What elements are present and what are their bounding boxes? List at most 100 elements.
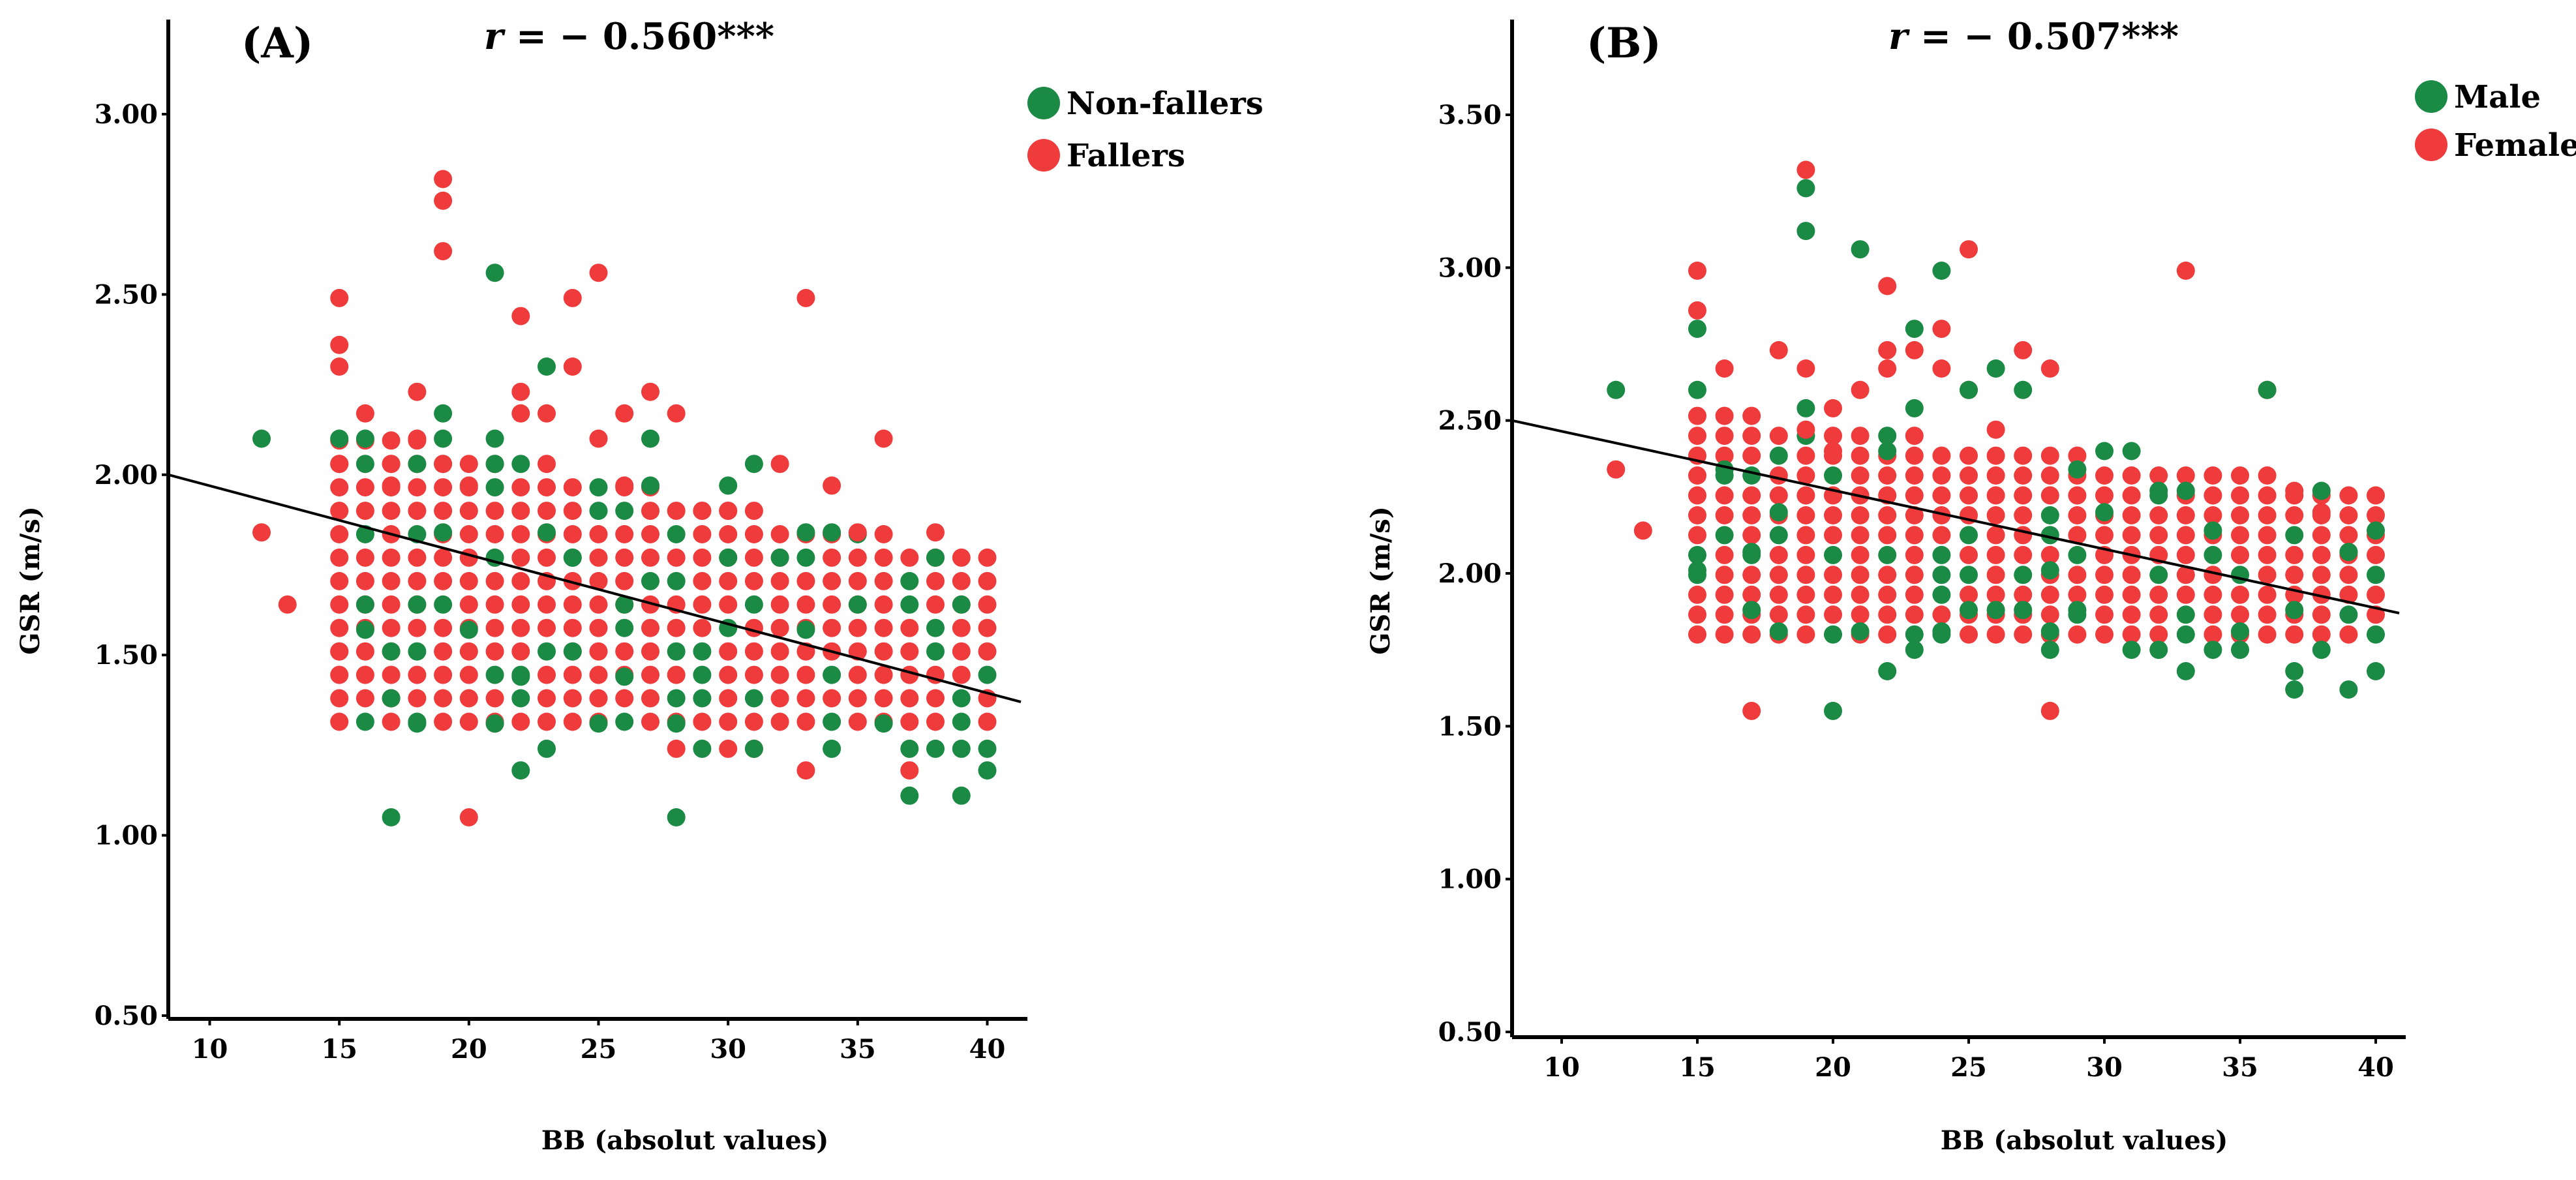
scatter-point-non-fallers xyxy=(978,739,997,758)
correlation-r-b: r xyxy=(1888,15,1910,58)
panel-label-a: (A) xyxy=(241,19,313,68)
scatter-point xyxy=(1688,625,1706,644)
scatter-point xyxy=(1878,506,1897,524)
scatter-point xyxy=(459,689,478,708)
scatter-point xyxy=(2231,526,2249,545)
scatter-point xyxy=(1796,625,1815,644)
scatter-point xyxy=(1715,506,1734,524)
scatter-point xyxy=(770,595,789,614)
scatter-point-non-fallers xyxy=(485,264,504,282)
scatter-point xyxy=(900,571,919,590)
scatter-point xyxy=(744,665,763,684)
scatter-point xyxy=(356,665,374,684)
scatter-point xyxy=(434,548,453,567)
scatter-point xyxy=(330,712,349,731)
scatter-point xyxy=(330,689,349,708)
scatter-point xyxy=(563,712,582,731)
scatter-point xyxy=(485,665,504,684)
scatter-point xyxy=(434,478,453,497)
scatter-point xyxy=(848,548,867,567)
scatter-point xyxy=(848,712,867,731)
scatter-point xyxy=(874,571,893,590)
scatter-point xyxy=(1688,526,1706,545)
scatter-point xyxy=(538,712,556,731)
scatter-point-female xyxy=(1607,460,1626,479)
scatter-point xyxy=(538,502,556,521)
scatter-point-male xyxy=(1769,622,1788,641)
scatter-point xyxy=(1932,585,1951,604)
scatter-point xyxy=(2068,486,2087,505)
scatter-point xyxy=(744,525,763,543)
scatter-point xyxy=(330,502,349,521)
scatter-point xyxy=(356,455,374,474)
scatter-point xyxy=(2176,566,2195,584)
scatter-point xyxy=(2149,466,2168,485)
scatter-point-fallers xyxy=(667,404,686,423)
scatter-point xyxy=(1688,605,1706,624)
scatter-point xyxy=(2095,566,2114,584)
scatter-point xyxy=(2312,526,2331,545)
scatter-point xyxy=(2149,605,2168,624)
scatter-point-male xyxy=(1851,240,1870,259)
scatter-point xyxy=(356,502,374,521)
scatter-point xyxy=(538,618,556,637)
scatter-point xyxy=(693,595,712,614)
scatter-point-female xyxy=(1878,277,1897,295)
scatter-point xyxy=(1796,526,1815,545)
scatter-point xyxy=(2095,466,2114,485)
correlation-value-b: = − 0.507*** xyxy=(1908,15,2179,58)
scatter-point-fallers xyxy=(330,357,349,376)
scatter-point xyxy=(2014,506,2033,524)
y-tick-label: 3.00 xyxy=(95,99,158,130)
scatter-point xyxy=(2312,585,2331,604)
scatter-point xyxy=(589,665,608,684)
scatter-point xyxy=(434,642,453,661)
scatter-point-non-fallers xyxy=(823,739,841,758)
scatter-point-female xyxy=(2312,503,2331,522)
scatter-point xyxy=(2367,625,2385,644)
legend-b: Male Female xyxy=(2415,79,2576,164)
scatter-point xyxy=(978,712,997,731)
scatter-point xyxy=(2149,526,2168,545)
y-tick-label: 3.50 xyxy=(1438,100,1502,130)
scatter-point xyxy=(1796,585,1815,604)
scatter-point-male xyxy=(1878,442,1897,461)
scatter-point-non-fallers xyxy=(744,739,763,758)
scatter-point xyxy=(744,548,763,567)
scatter-point xyxy=(2204,506,2222,524)
scatter-point-male xyxy=(2285,601,2304,620)
scatter-point xyxy=(1688,486,1706,505)
scatter-point-male xyxy=(1932,262,1951,280)
scatter-point xyxy=(770,618,789,637)
scatter-point xyxy=(719,642,738,661)
scatter-point xyxy=(589,525,608,543)
scatter-point xyxy=(1986,446,2005,465)
scatter-point xyxy=(2285,566,2304,584)
scatter-point xyxy=(1715,625,1734,644)
scatter-point xyxy=(330,665,349,684)
scatter-point-female xyxy=(1824,442,1842,461)
scatter-point-non-fallers xyxy=(719,476,738,495)
scatter-point-fallers xyxy=(538,404,556,423)
y-tick-label: 0.50 xyxy=(1438,1017,1502,1048)
scatter-point-fallers xyxy=(848,523,867,542)
scatter-point xyxy=(1824,466,1842,485)
scatter-point xyxy=(719,689,738,708)
scatter-point-male xyxy=(1878,662,1897,680)
scatter-point-non-fallers xyxy=(823,523,841,542)
scatter-point-female xyxy=(1878,340,1897,359)
scatter-point-female xyxy=(1878,359,1897,378)
scatter-point-male xyxy=(2014,380,2033,399)
scatter-point xyxy=(1742,526,1761,545)
scatter-point-male xyxy=(2176,662,2195,680)
scatter-point xyxy=(796,712,815,731)
scatter-point xyxy=(900,642,919,661)
scatter-point xyxy=(485,595,504,614)
scatter-point xyxy=(1796,566,1815,584)
scatter-point xyxy=(2285,545,2304,564)
scatter-point-fallers xyxy=(796,288,815,307)
scatter-point xyxy=(589,548,608,567)
scatter-point xyxy=(1905,446,1924,465)
scatter-point xyxy=(382,595,401,614)
